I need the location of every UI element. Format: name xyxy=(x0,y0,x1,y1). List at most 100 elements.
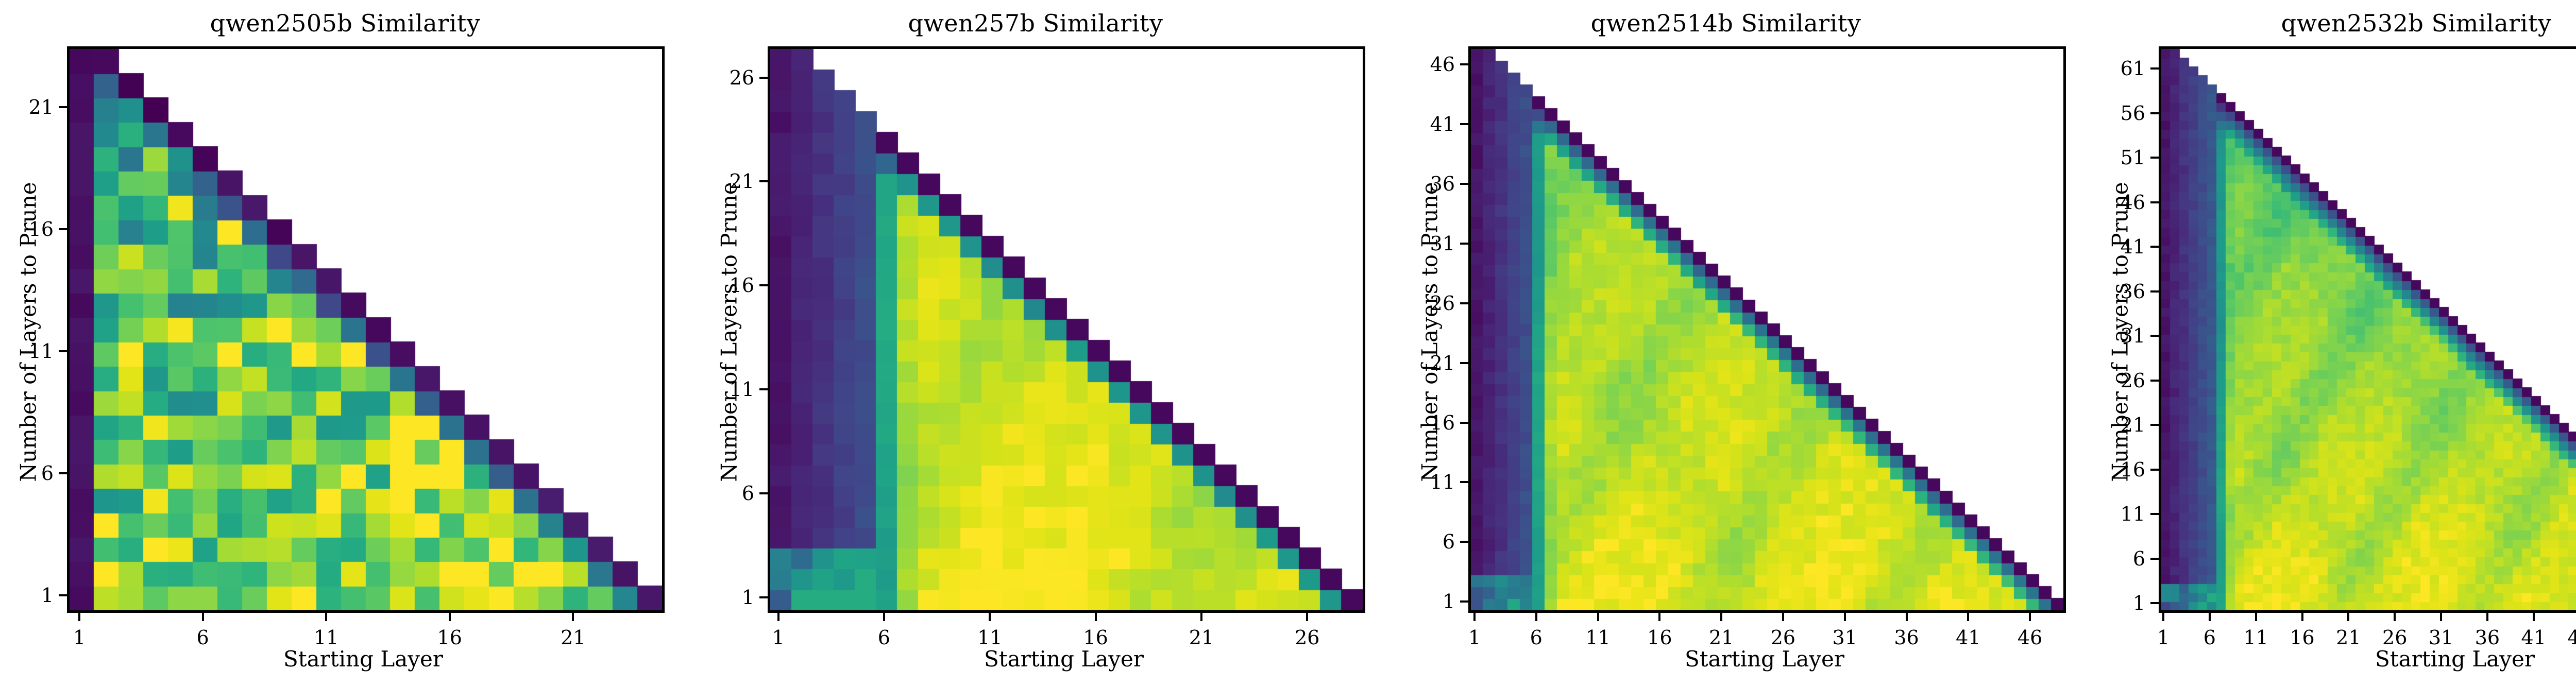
x-axis-label-1: Starting Layer xyxy=(984,646,1144,672)
y-tick-mark xyxy=(1460,182,1468,185)
panel-title-2: qwen2514b Similarity xyxy=(1590,9,1861,37)
x-tick-label: 36 xyxy=(1894,626,1919,649)
y-tick-mark xyxy=(2150,379,2159,382)
x-tick-label: 6 xyxy=(2203,626,2216,649)
x-axis-label-0: Starting Layer xyxy=(283,646,443,672)
y-tick-label: 1 xyxy=(1442,590,1455,613)
x-tick-mark xyxy=(78,613,80,621)
y-tick-mark xyxy=(2150,468,2159,471)
y-tick-mark xyxy=(759,180,768,183)
heatmap-axes-0[interactable] xyxy=(67,46,665,613)
y-tick-label: 16 xyxy=(1430,411,1455,434)
x-tick-mark xyxy=(2162,613,2164,621)
y-tick-mark xyxy=(2150,201,2159,203)
heatmap-axes-3[interactable] xyxy=(2159,46,2576,613)
y-tick-mark xyxy=(2150,290,2159,293)
x-tick-label: 11 xyxy=(1585,626,1611,649)
y-tick-label: 1 xyxy=(2132,592,2145,615)
x-tick-mark xyxy=(2208,613,2211,621)
y-tick-mark xyxy=(2150,513,2159,516)
panel-title-1: qwen257b Similarity xyxy=(908,9,1163,37)
x-tick-label: 11 xyxy=(313,626,339,649)
y-tick-label: 21 xyxy=(2120,414,2145,437)
y-tick-label: 11 xyxy=(2120,503,2145,526)
y-tick-mark xyxy=(2150,557,2159,560)
x-tick-mark xyxy=(1094,613,1097,621)
x-tick-mark xyxy=(572,613,574,621)
y-tick-mark xyxy=(759,284,768,287)
x-tick-label: 31 xyxy=(1832,626,1857,649)
x-tick-label: 26 xyxy=(1295,626,1320,649)
y-tick-label: 1 xyxy=(41,584,54,607)
x-tick-mark xyxy=(1782,613,1784,621)
y-tick-mark xyxy=(1460,123,1468,125)
x-tick-mark xyxy=(1306,613,1309,621)
y-tick-label: 36 xyxy=(2120,280,2145,303)
x-tick-mark xyxy=(2440,613,2443,621)
y-tick-label: 16 xyxy=(729,274,754,297)
y-tick-label: 16 xyxy=(2120,458,2145,481)
y-tick-label: 6 xyxy=(2132,547,2145,570)
panel-qwen2505b: qwen2505b Similarity Number of Layers to… xyxy=(0,0,690,687)
x-tick-mark xyxy=(2394,613,2396,621)
x-tick-label: 6 xyxy=(1530,626,1543,649)
y-tick-mark xyxy=(1460,481,1468,484)
x-tick-mark xyxy=(1658,613,1661,621)
y-tick-label: 36 xyxy=(1430,172,1455,195)
x-tick-label: 16 xyxy=(1647,626,1672,649)
x-tick-label: 21 xyxy=(2336,626,2361,649)
y-tick-label: 11 xyxy=(28,340,54,363)
y-tick-mark xyxy=(2150,67,2159,70)
x-tick-label: 16 xyxy=(437,626,462,649)
x-tick-mark xyxy=(201,613,204,621)
y-tick-mark xyxy=(2150,335,2159,337)
x-tick-label: 41 xyxy=(1956,626,1981,649)
heatmap-axes-1[interactable] xyxy=(768,46,1365,613)
x-tick-label: 1 xyxy=(73,626,86,649)
y-tick-mark xyxy=(59,106,67,109)
y-tick-mark xyxy=(59,594,67,597)
x-tick-label: 21 xyxy=(1189,626,1214,649)
y-tick-label: 51 xyxy=(2120,146,2145,169)
x-tick-mark xyxy=(2532,613,2535,621)
x-tick-label: 36 xyxy=(2475,626,2500,649)
y-tick-mark xyxy=(1460,421,1468,424)
heatmap-axes-2[interactable] xyxy=(1468,46,2066,613)
x-tick-mark xyxy=(989,613,991,621)
y-tick-mark xyxy=(59,350,67,353)
y-tick-mark xyxy=(1460,242,1468,245)
y-tick-label: 16 xyxy=(28,218,54,241)
panel-qwen2514b: qwen2514b Similarity Number of Layers to… xyxy=(1381,0,2071,687)
y-axis-label-0: Number of Layers to Prune xyxy=(15,182,41,482)
x-tick-label: 16 xyxy=(2290,626,2315,649)
y-tick-mark xyxy=(1460,541,1468,543)
x-tick-label: 46 xyxy=(2017,626,2043,649)
y-tick-label: 21 xyxy=(1430,351,1455,374)
x-tick-label: 41 xyxy=(2521,626,2546,649)
x-tick-mark xyxy=(1535,613,1537,621)
y-tick-label: 11 xyxy=(1430,471,1455,494)
x-tick-label: 1 xyxy=(1468,626,1481,649)
y-axis-label-1: Number of Layers to Prune xyxy=(716,182,742,482)
x-tick-label: 26 xyxy=(1770,626,1796,649)
panel-title-0: qwen2505b Similarity xyxy=(210,9,481,37)
x-tick-mark xyxy=(2029,613,2031,621)
y-tick-label: 31 xyxy=(1430,232,1455,255)
y-tick-label: 1 xyxy=(741,586,754,609)
y-tick-mark xyxy=(1460,302,1468,304)
x-tick-mark xyxy=(777,613,779,621)
x-tick-mark xyxy=(1200,613,1202,621)
x-tick-label: 16 xyxy=(1083,626,1108,649)
y-tick-mark xyxy=(1460,63,1468,65)
x-tick-label: 26 xyxy=(2382,626,2408,649)
x-tick-label: 6 xyxy=(196,626,209,649)
x-tick-label: 21 xyxy=(561,626,586,649)
y-tick-label: 41 xyxy=(2120,235,2145,259)
x-axis-label-2: Starting Layer xyxy=(1685,646,1844,672)
panel-qwen2532b: qwen2532b Similarity Number of Layers to… xyxy=(2071,0,2576,687)
heatmap-image-0 xyxy=(70,49,662,610)
y-tick-label: 61 xyxy=(2120,57,2145,80)
x-tick-mark xyxy=(1473,613,1476,621)
x-tick-mark xyxy=(1905,613,1908,621)
